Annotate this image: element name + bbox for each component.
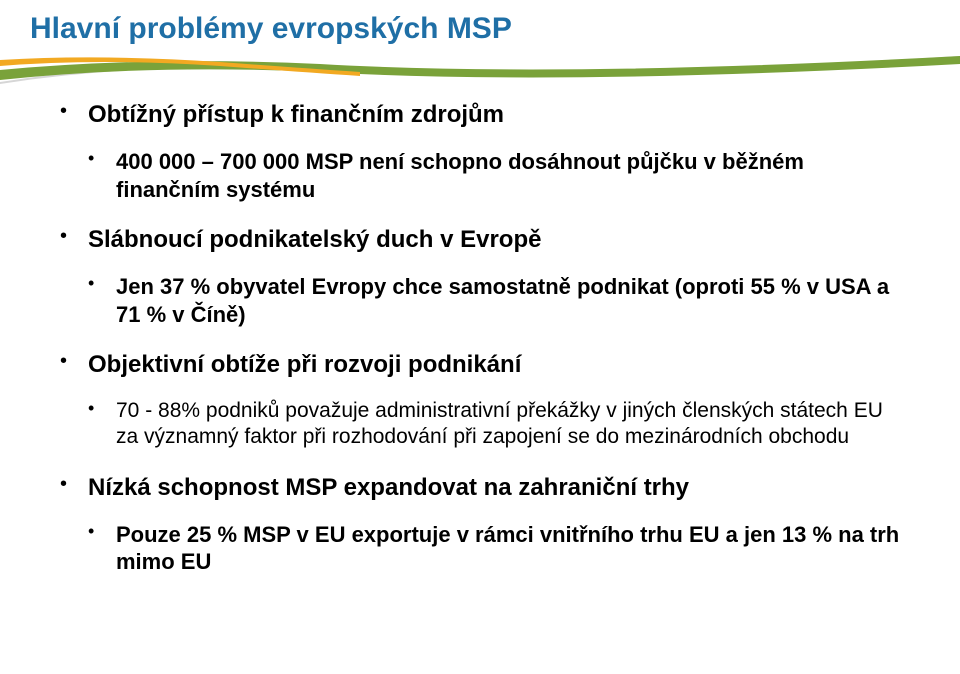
sub-list: 400 000 – 700 000 MSP není schopno dosáh… — [88, 148, 900, 203]
list-item: Pouze 25 % MSP v EU exportuje v rámci vn… — [88, 521, 900, 576]
ribbon-decoration — [0, 56, 960, 84]
sub-list: 70 - 88% podniků považuje administrativn… — [88, 398, 900, 451]
sub-list: Jen 37 % obyvatel Evropy chce samostatně… — [88, 273, 900, 328]
page-title: Hlavní problémy evropských MSP — [30, 12, 512, 46]
list-item: Objektivní obtíže při rozvoji podnikání … — [60, 350, 900, 451]
slide: { "title": { "text": "Hlavní problémy ev… — [0, 0, 960, 674]
content-area: Obtížný přístup k finančním zdrojům 400 … — [60, 100, 900, 598]
list-item: 70 - 88% podniků považuje administrativn… — [88, 398, 900, 451]
bullet-text: 70 - 88% podniků považuje administrativn… — [116, 398, 900, 451]
list-item: Jen 37 % obyvatel Evropy chce samostatně… — [88, 273, 900, 328]
bullet-text: Pouze 25 % MSP v EU exportuje v rámci vn… — [116, 521, 900, 576]
bullet-text: 400 000 – 700 000 MSP není schopno dosáh… — [116, 148, 900, 203]
list-item: 400 000 – 700 000 MSP není schopno dosáh… — [88, 148, 900, 203]
bullet-text: Obtížný přístup k finančním zdrojům — [88, 100, 900, 130]
list-item: Nízká schopnost MSP expandovat na zahran… — [60, 473, 900, 576]
ribbon-svg — [0, 56, 960, 84]
list-item: Obtížný přístup k finančním zdrojům 400 … — [60, 100, 900, 203]
bullet-text: Slábnoucí podnikatelský duch v Evropě — [88, 225, 900, 255]
bullet-list: Obtížný přístup k finančním zdrojům 400 … — [60, 100, 900, 576]
list-item: Slábnoucí podnikatelský duch v Evropě Je… — [60, 225, 900, 328]
bullet-text: Jen 37 % obyvatel Evropy chce samostatně… — [116, 273, 900, 328]
sub-list: Pouze 25 % MSP v EU exportuje v rámci vn… — [88, 521, 900, 576]
bullet-text: Objektivní obtíže při rozvoji podnikání — [88, 350, 900, 380]
bullet-text: Nízká schopnost MSP expandovat na zahran… — [88, 473, 900, 503]
